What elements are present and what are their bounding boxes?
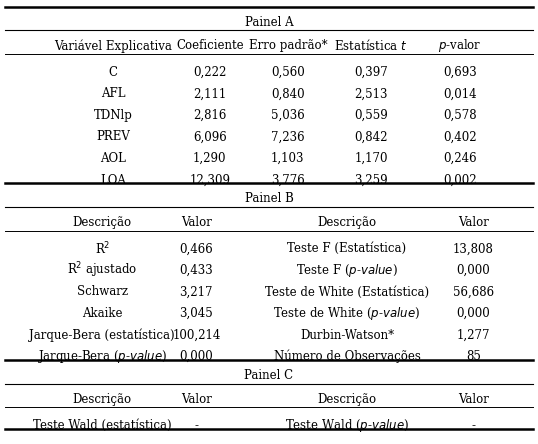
Text: 6,096: 6,096 bbox=[193, 131, 226, 143]
Text: 0,842: 0,842 bbox=[355, 131, 388, 143]
Text: AFL: AFL bbox=[101, 87, 125, 100]
Text: -: - bbox=[194, 419, 199, 432]
Text: 0,840: 0,840 bbox=[271, 87, 305, 100]
Text: 0,000: 0,000 bbox=[180, 350, 213, 363]
Text: AOL: AOL bbox=[100, 152, 126, 165]
Text: 2,111: 2,111 bbox=[193, 87, 226, 100]
Text: 1,290: 1,290 bbox=[193, 152, 226, 165]
Text: 0,560: 0,560 bbox=[271, 66, 305, 79]
Text: 5,036: 5,036 bbox=[271, 109, 305, 122]
Text: 3,045: 3,045 bbox=[180, 307, 213, 320]
Text: 0,578: 0,578 bbox=[443, 109, 477, 122]
Text: Jarque-Bera (estatística): Jarque-Bera (estatística) bbox=[30, 328, 175, 342]
Text: 7,236: 7,236 bbox=[271, 131, 305, 143]
Text: Akaike: Akaike bbox=[82, 307, 123, 320]
Text: Jarque-Bera ($p$-$value$): Jarque-Bera ($p$-$value$) bbox=[37, 348, 167, 365]
Text: 0,397: 0,397 bbox=[355, 66, 388, 79]
Text: Valor: Valor bbox=[181, 392, 212, 405]
Text: Valor: Valor bbox=[458, 392, 489, 405]
Text: 85: 85 bbox=[466, 350, 481, 363]
Text: Schwarz: Schwarz bbox=[77, 285, 128, 298]
Text: 3,217: 3,217 bbox=[180, 285, 213, 298]
Text: R$^2$: R$^2$ bbox=[95, 241, 110, 257]
Text: Teste Wald ($p$-$value$): Teste Wald ($p$-$value$) bbox=[285, 417, 409, 434]
Text: Valor: Valor bbox=[458, 216, 489, 229]
Text: 0,000: 0,000 bbox=[457, 264, 490, 277]
Text: 0,222: 0,222 bbox=[193, 66, 226, 79]
Text: 1,277: 1,277 bbox=[457, 329, 490, 341]
Text: Painel A: Painel A bbox=[245, 16, 293, 29]
Text: 56,686: 56,686 bbox=[453, 285, 494, 298]
Text: 0,014: 0,014 bbox=[443, 87, 477, 100]
Text: 1,170: 1,170 bbox=[355, 152, 388, 165]
Text: 13,808: 13,808 bbox=[453, 242, 494, 255]
Text: Estatística $t$: Estatística $t$ bbox=[335, 38, 408, 53]
Text: 3,776: 3,776 bbox=[271, 174, 305, 186]
Text: Descrição: Descrição bbox=[317, 216, 377, 229]
Text: R$^2$ ajustado: R$^2$ ajustado bbox=[67, 261, 137, 280]
Text: Painel B: Painel B bbox=[245, 192, 293, 205]
Text: Teste F (Estatística): Teste F (Estatística) bbox=[287, 242, 407, 255]
Text: Número de Observações: Número de Observações bbox=[273, 350, 421, 363]
Text: PREV: PREV bbox=[96, 131, 130, 143]
Text: 0,466: 0,466 bbox=[180, 242, 213, 255]
Text: C: C bbox=[109, 66, 117, 79]
Text: 0,002: 0,002 bbox=[443, 174, 477, 186]
Text: Descrição: Descrição bbox=[317, 392, 377, 405]
Text: 0,246: 0,246 bbox=[443, 152, 477, 165]
Text: Descrição: Descrição bbox=[73, 392, 132, 405]
Text: $p$-valor: $p$-valor bbox=[438, 37, 482, 54]
Text: LOA: LOA bbox=[100, 174, 126, 186]
Text: Descrição: Descrição bbox=[73, 216, 132, 229]
Text: Teste de White ($p$-$value$): Teste de White ($p$-$value$) bbox=[273, 305, 421, 322]
Text: Teste Wald (estatística): Teste Wald (estatística) bbox=[33, 419, 172, 432]
Text: 12,309: 12,309 bbox=[189, 174, 230, 186]
Text: 3,259: 3,259 bbox=[355, 174, 388, 186]
Text: Durbin-Watson*: Durbin-Watson* bbox=[300, 329, 394, 341]
Text: Variável Explicativa: Variável Explicativa bbox=[54, 39, 172, 52]
Text: 2,513: 2,513 bbox=[355, 87, 388, 100]
Text: 0,000: 0,000 bbox=[457, 307, 490, 320]
Text: Coeficiente: Coeficiente bbox=[176, 40, 244, 52]
Text: 0,433: 0,433 bbox=[180, 264, 213, 277]
Text: 0,693: 0,693 bbox=[443, 66, 477, 79]
Text: 0,559: 0,559 bbox=[355, 109, 388, 122]
Text: Erro padrão*: Erro padrão* bbox=[249, 40, 327, 52]
Text: Painel C: Painel C bbox=[244, 369, 294, 382]
Text: 100,214: 100,214 bbox=[172, 329, 221, 341]
Text: Teste F ($p$-$value$): Teste F ($p$-$value$) bbox=[296, 262, 398, 279]
Text: 1,103: 1,103 bbox=[271, 152, 305, 165]
Text: Valor: Valor bbox=[181, 216, 212, 229]
Text: TDNlp: TDNlp bbox=[94, 109, 132, 122]
Text: -: - bbox=[471, 419, 476, 432]
Text: 2,816: 2,816 bbox=[193, 109, 226, 122]
Text: 0,402: 0,402 bbox=[443, 131, 477, 143]
Text: Teste de White (Estatística): Teste de White (Estatística) bbox=[265, 285, 429, 298]
